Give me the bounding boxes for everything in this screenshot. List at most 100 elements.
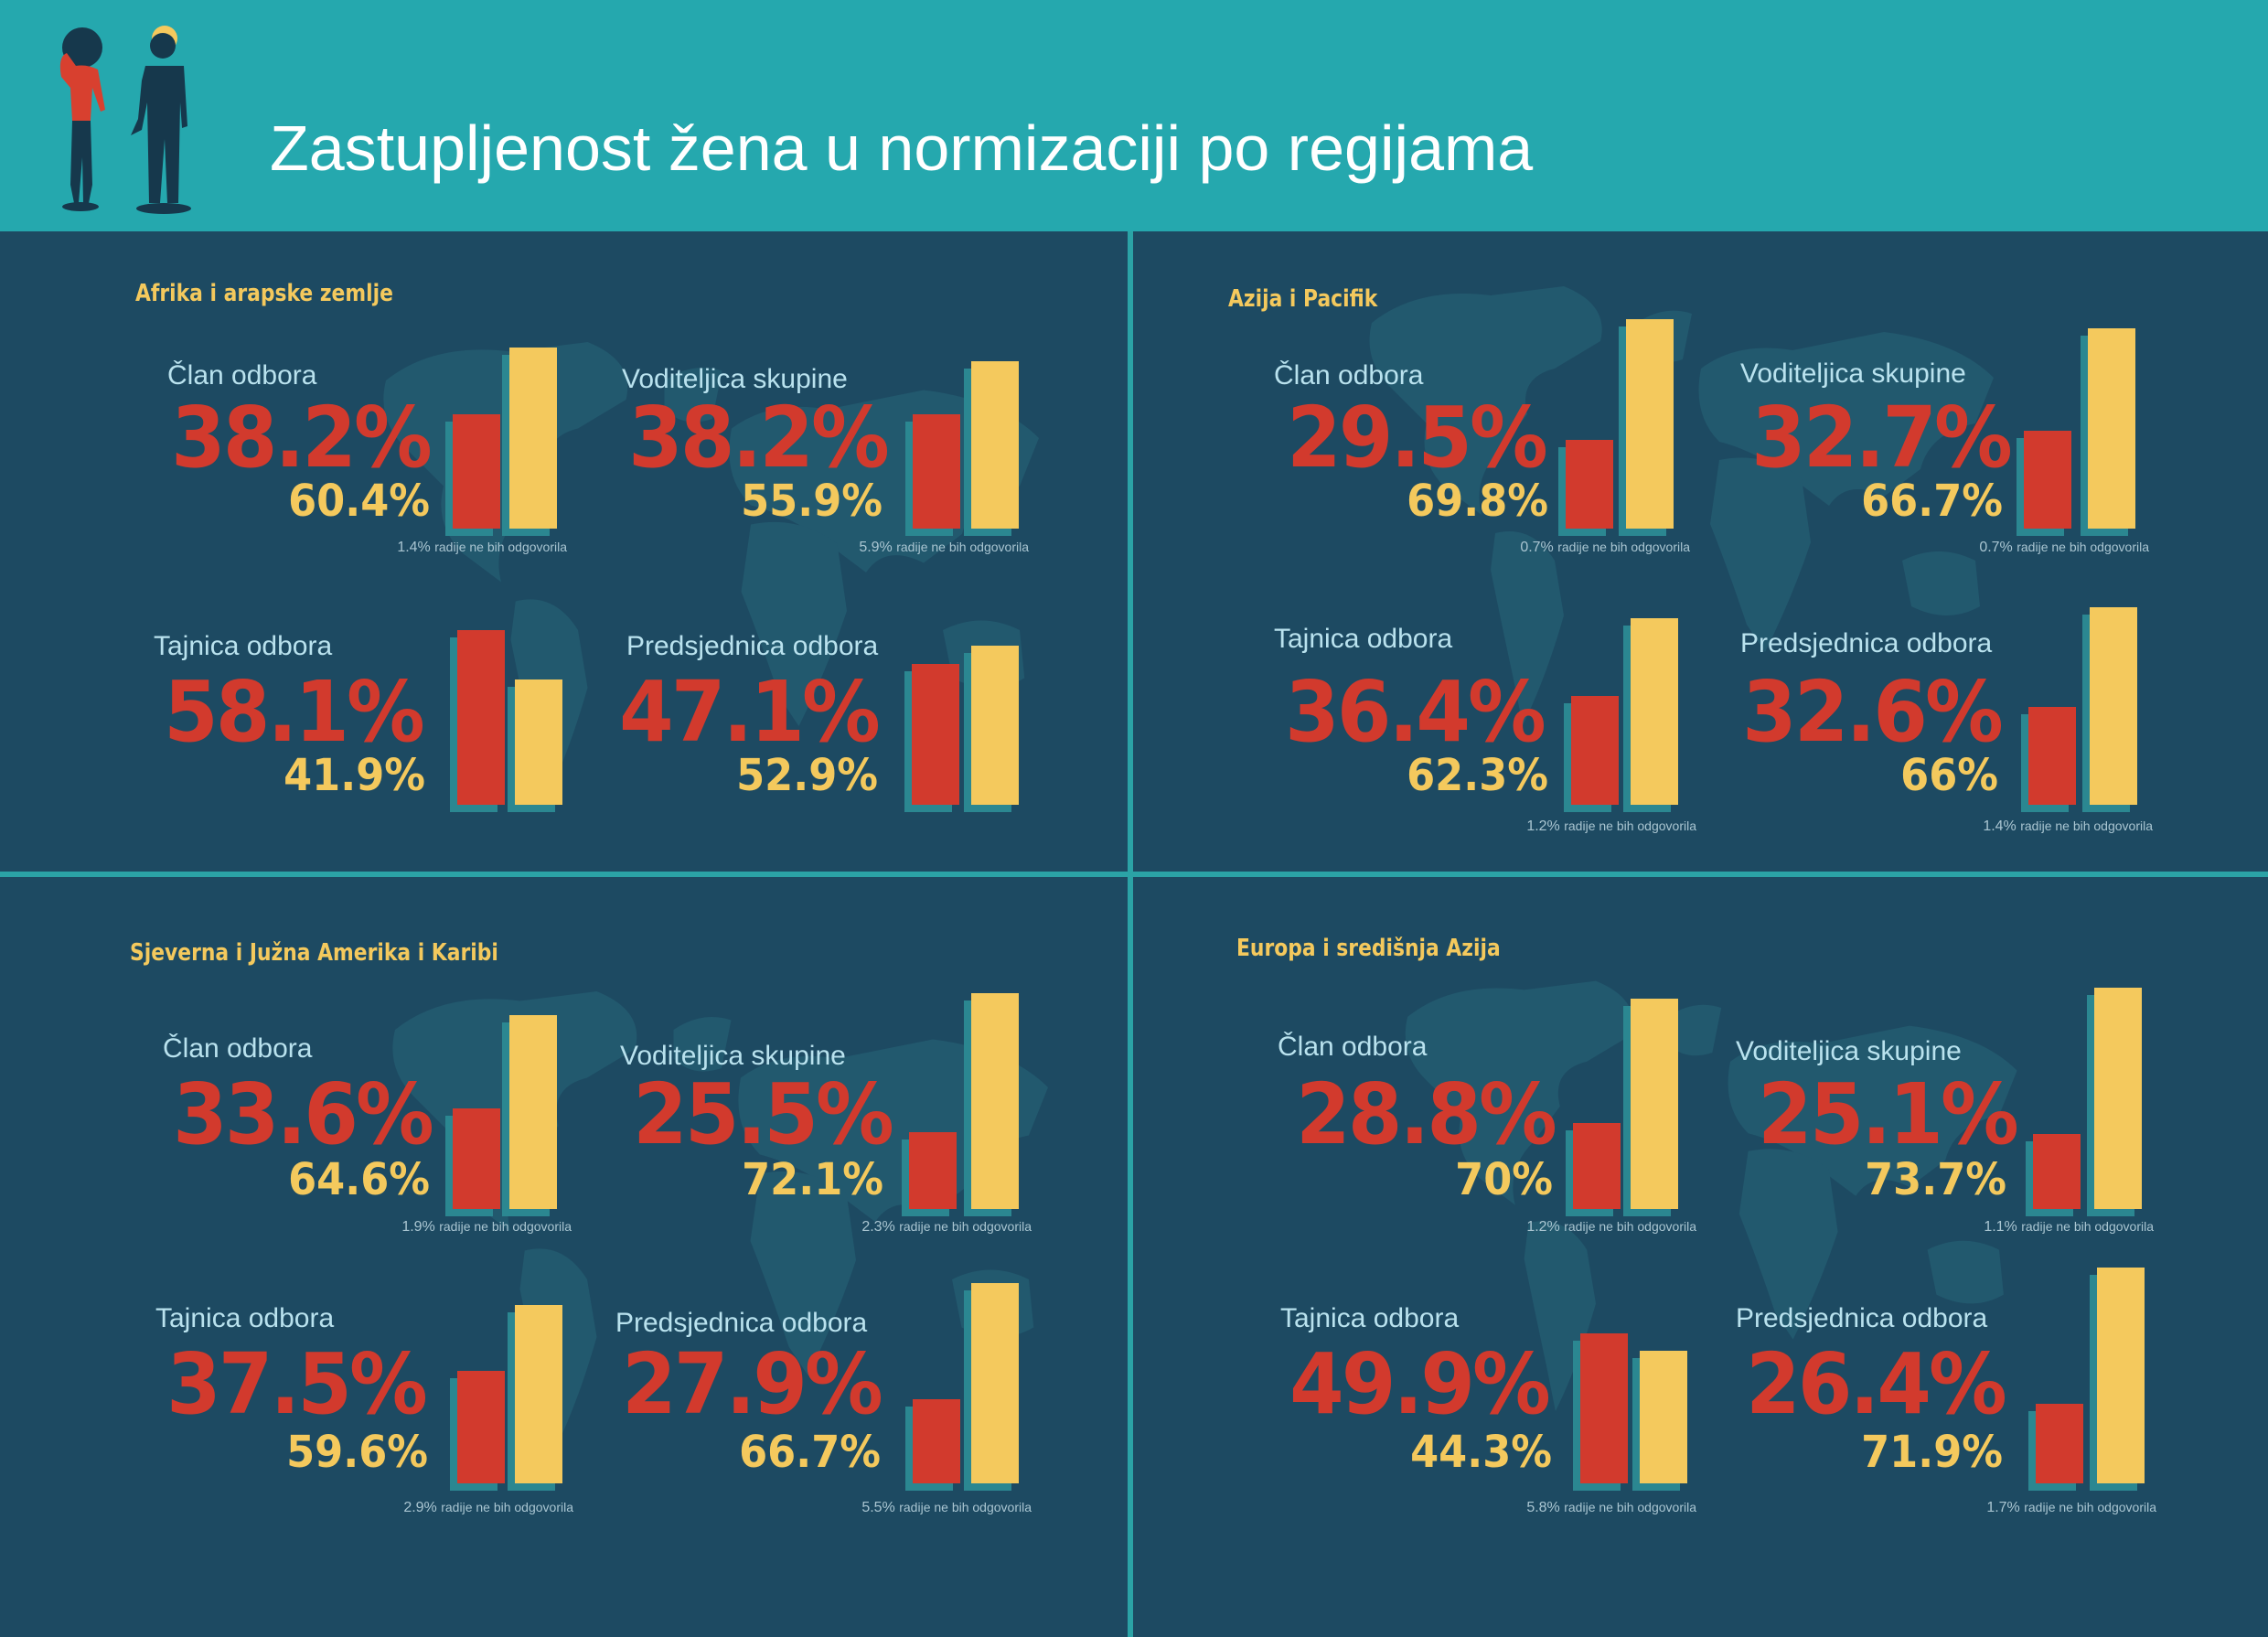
no-answer-text: radije ne bih odgovorila [1564,1219,1696,1234]
women-bar [909,1132,957,1209]
woman-figure-icon [59,27,105,211]
no-answer-text: radije ne bih odgovorila [2017,540,2149,554]
men-bar [2097,1268,2145,1483]
man-figure-icon [131,26,191,214]
no-answer-value: 0.7% [1979,540,2017,555]
no-answer-note: 1.4% radije ne bih odgovorila [1983,818,2153,835]
women-bar [453,1107,500,1209]
men-percentage: 72.1% [742,1154,883,1205]
no-answer-text: radije ne bih odgovorila [439,1219,572,1234]
men-percentage: 44.3% [1410,1427,1552,1478]
men-bar [509,1015,557,1209]
no-answer-value: 1.4% [397,540,435,555]
horizontal-divider [0,872,2268,877]
no-answer-note: 0.7% radije ne bih odgovorila [1979,540,2149,556]
men-bar [515,1304,562,1483]
no-answer-value: 1.2% [1526,818,1565,834]
men-percentage: 60.4% [288,476,430,527]
men-percentage: 59.6% [286,1427,428,1478]
women-percentage: 25.5% [633,1065,894,1163]
metric-label: Tajnica odbora [154,631,333,661]
metric-label: Voditeljica skupine [1736,1036,1962,1066]
women-percentage: 28.8% [1296,1065,1557,1163]
men-percentage: 64.6% [288,1154,430,1205]
men-percentage: 69.8% [1407,476,1548,527]
men-bar [971,646,1019,805]
women-bar [453,413,500,529]
region-title: Europa i središnja Azija [1236,935,1501,962]
women-percentage: 27.9% [622,1335,883,1433]
women-bar [457,1371,505,1483]
no-answer-text: radije ne bih odgovorila [899,1500,1032,1514]
no-answer-value: 5.5% [861,1500,900,1515]
region-title: Sjeverna i Južna Amerika i Karibi [130,939,498,967]
metric-label: Voditeljica skupine [620,1041,846,1071]
no-answer-note: 1.2% radije ne bih odgovorila [1526,818,1696,835]
no-answer-value: 1.7% [1986,1500,2025,1515]
men-bar [971,992,1019,1209]
vertical-divider [1128,231,1133,1637]
page-title: Zastupljenost žena u normizaciji po regi… [270,112,1534,184]
metric-label: Tajnica odbora [1280,1303,1460,1333]
men-bar [2094,988,2142,1209]
men-percentage: 41.9% [284,750,425,801]
no-answer-note: 2.3% radije ne bih odgovorila [861,1219,1032,1236]
no-answer-value: 2.9% [403,1500,442,1515]
men-bar [1631,999,1678,1209]
women-percentage: 25.1% [1758,1065,2019,1163]
metric-label: Voditeljica skupine [622,364,848,394]
women-percentage: 26.4% [1746,1335,2007,1433]
men-bar [2090,606,2137,805]
no-answer-text: radije ne bih odgovorila [1557,540,1690,554]
metric-label: Predsjednica odbora [626,631,879,661]
no-answer-note: 1.2% radije ne bih odgovorila [1526,1219,1696,1236]
no-answer-text: radije ne bih odgovorila [441,1500,573,1514]
no-answer-text: radije ne bih odgovorila [2020,818,2153,833]
men-percentage: 70% [1455,1154,1553,1205]
women-bar [1580,1333,1628,1483]
no-answer-note: 1.9% radije ne bih odgovorila [401,1219,572,1236]
metric-label: Član odbora [163,1033,313,1064]
no-answer-text: radije ne bih odgovorila [2024,1500,2156,1514]
metric-label: Tajnica odbora [155,1303,335,1333]
women-bar [1566,440,1613,529]
people-illustration [59,26,191,214]
women-percentage: 29.5% [1287,389,1548,487]
no-answer-text: radije ne bih odgovorila [434,540,567,554]
women-percentage: 58.1% [164,663,425,761]
women-bar [913,413,960,529]
no-answer-note: 5.8% radije ne bih odgovorila [1526,1500,1696,1516]
women-bar [2024,430,2071,529]
women-bar [912,663,959,805]
women-percentage: 38.2% [171,389,433,487]
women-bar [1573,1122,1621,1209]
men-percentage: 73.7% [1865,1154,2006,1205]
metric-label: Tajnica odbora [1274,624,1453,654]
men-bar [1631,617,1678,805]
men-percentage: 55.9% [741,476,883,527]
no-answer-note: 5.9% radije ne bih odgovorila [859,540,1029,556]
no-answer-text: radije ne bih odgovorila [896,540,1029,554]
men-bar [1640,1350,1687,1483]
women-percentage: 32.6% [1742,663,2004,761]
no-answer-text: radije ne bih odgovorila [2021,1219,2154,1234]
no-answer-value: 5.9% [859,540,897,555]
no-answer-note: 2.9% radije ne bih odgovorila [403,1500,573,1516]
no-answer-note: 1.4% radije ne bih odgovorila [397,540,567,556]
no-answer-value: 2.3% [861,1219,900,1235]
metric-label: Voditeljica skupine [1740,358,1966,389]
no-answer-note: 1.1% radije ne bih odgovorila [1984,1219,2154,1236]
no-answer-note: 0.7% radije ne bih odgovorila [1520,540,1690,556]
metric-label: Predsjednica odbora [1736,1303,1988,1333]
women-percentage: 37.5% [166,1335,428,1433]
metric-label: Član odbora [1278,1032,1428,1062]
no-answer-value: 1.1% [1984,1219,2022,1235]
no-answer-value: 1.9% [401,1219,440,1235]
men-bar [971,1283,1019,1483]
metric-label: Član odbora [167,360,317,391]
women-bar [913,1399,960,1483]
men-bar [509,347,557,529]
men-percentage: 66.7% [739,1427,881,1478]
women-percentage: 32.7% [1751,389,2013,487]
men-bar [1626,319,1674,529]
